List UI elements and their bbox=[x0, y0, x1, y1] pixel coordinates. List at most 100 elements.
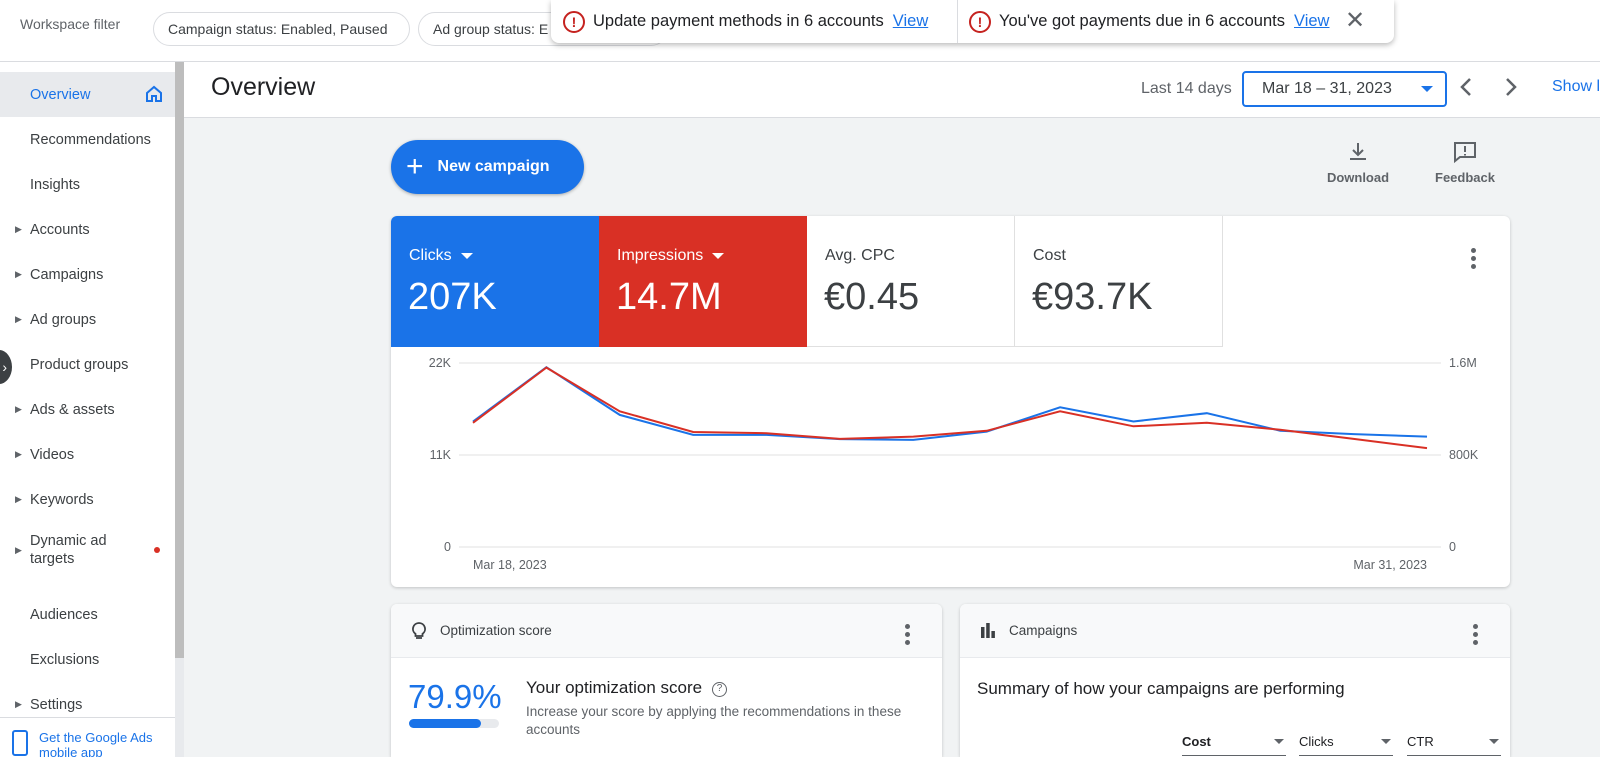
expand-caret-icon: ▶ bbox=[15, 224, 22, 234]
sidebar-item-label: Accounts bbox=[30, 221, 90, 238]
sidebar-item-label: Audiences bbox=[30, 606, 98, 623]
date-range-label: Last 14 days bbox=[1141, 80, 1232, 97]
sidebar-item-label: Ads & assets bbox=[30, 401, 115, 418]
notice-text: You've got payments due in 6 accounts bbox=[999, 12, 1285, 30]
page-header: Overview Last 14 days Mar 18 – 31, 2023 … bbox=[184, 62, 1600, 118]
sidebar-item-product-groups[interactable]: Product groups bbox=[0, 342, 175, 387]
y-right-tick-label: 800K bbox=[1449, 448, 1479, 462]
mobile-app-promo[interactable]: Get the Google Ads mobile app bbox=[0, 717, 175, 757]
close-icon[interactable]: ✕ bbox=[1344, 7, 1366, 34]
sidebar-item-label: Keywords bbox=[30, 491, 94, 508]
dropdown-arrow-icon bbox=[460, 252, 473, 259]
campaign-status-chip[interactable]: Campaign status: Enabled, Paused bbox=[153, 12, 410, 46]
series-line-impressions bbox=[472, 366, 1428, 450]
sidebar-item-recommendations[interactable]: Recommendations bbox=[0, 117, 175, 162]
metric-tile-avg-cpc[interactable]: Avg. CPC €0.45 bbox=[807, 216, 1015, 347]
mobile-download-icon bbox=[12, 730, 28, 756]
metric-select-cost[interactable]: Cost bbox=[1182, 728, 1286, 756]
metric-name: Avg. CPC bbox=[825, 247, 895, 264]
view-link[interactable]: View bbox=[892, 12, 929, 30]
sidebar-item-label: Product groups bbox=[30, 356, 129, 373]
sidebar-item-label: Recommendations bbox=[30, 131, 151, 148]
sidebar-scrollbar[interactable] bbox=[175, 62, 184, 658]
expand-caret-icon: ▶ bbox=[15, 545, 22, 555]
expand-caret-icon: ▶ bbox=[15, 449, 22, 459]
date-range-select[interactable]: Mar 18 – 31, 2023 bbox=[1242, 71, 1447, 107]
score-progress-fill bbox=[409, 719, 481, 728]
sidebar-item-label: Campaigns bbox=[30, 266, 104, 283]
notification-banner: ! Update payment methods in 6 accounts V… bbox=[551, 0, 1394, 43]
download-button[interactable]: Download bbox=[1318, 140, 1398, 185]
metric-select-ctr[interactable]: CTR bbox=[1407, 728, 1501, 756]
chevron-left-icon[interactable] bbox=[1459, 76, 1473, 104]
sidebar-item-label: Ad groups bbox=[30, 311, 97, 328]
campaigns-summary: Summary of how your campaigns are perfor… bbox=[977, 679, 1345, 698]
notice-text: Update payment methods in 6 accounts bbox=[593, 12, 884, 30]
sidebar-item-settings[interactable]: ▶ Settings bbox=[0, 682, 175, 727]
metric-value: €0.45 bbox=[824, 276, 920, 318]
sidebar-item-label: Overview bbox=[30, 86, 91, 103]
card-header: Campaigns bbox=[960, 604, 1510, 658]
performance-card: Clicks 207K Impressions 14.7M Avg. CPC €… bbox=[391, 216, 1510, 587]
metric-name: Impressions bbox=[617, 247, 704, 264]
sidebar-item-keywords[interactable]: ▶ Keywords bbox=[0, 477, 175, 522]
y-right-tick-label: 1.6M bbox=[1449, 356, 1477, 370]
metric-tile-impressions[interactable]: Impressions 14.7M bbox=[599, 216, 807, 347]
sidebar-item-label: Dynamic ad targets bbox=[30, 533, 107, 567]
sidebar-item-dynamic-ad-targets[interactable]: ▶ Dynamic ad targets bbox=[0, 522, 175, 578]
sidebar-item-ad-groups[interactable]: ▶ Ad groups bbox=[0, 297, 175, 342]
divider bbox=[957, 0, 958, 43]
sidebar-item-insights[interactable]: Insights bbox=[0, 162, 175, 207]
sidebar-item-label: Exclusions bbox=[30, 651, 100, 668]
show-link[interactable]: Show l bbox=[1552, 78, 1600, 95]
y-left-tick-label: 0 bbox=[444, 540, 451, 554]
lightbulb-icon bbox=[412, 622, 426, 639]
metric-value: €93.7K bbox=[1032, 276, 1153, 318]
y-left-tick-label: 11K bbox=[430, 448, 452, 462]
metric-tile-cost[interactable]: Cost €93.7K bbox=[1015, 216, 1223, 347]
mobile-app-link[interactable]: Get the Google Ads mobile app bbox=[39, 730, 153, 757]
performance-line-chart: 0 11K 22K 0 800K 1.6M Mar 18, 2023 Mar 31, 2023 bbox=[429, 356, 1479, 572]
metric-value: 14.7M bbox=[616, 276, 722, 318]
download-icon bbox=[1350, 143, 1366, 160]
more-options-icon[interactable] bbox=[1472, 624, 1478, 648]
campaigns-card: Campaigns Summary of how your campaigns … bbox=[960, 604, 1510, 757]
select-value: Clicks bbox=[1299, 734, 1334, 749]
new-campaign-button[interactable]: + New campaign bbox=[391, 140, 584, 194]
dropdown-arrow-icon bbox=[712, 252, 725, 259]
sidebar-item-campaigns[interactable]: ▶ Campaigns bbox=[0, 252, 175, 297]
home-icon bbox=[146, 85, 162, 102]
more-options-icon[interactable] bbox=[1470, 248, 1476, 272]
sidebar-item-audiences[interactable]: Audiences bbox=[0, 592, 175, 637]
metric-tile-clicks[interactable]: Clicks 207K bbox=[391, 216, 599, 347]
sidebar-item-ads-assets[interactable]: ▶ Ads & assets bbox=[0, 387, 175, 432]
feedback-label: Feedback bbox=[1435, 170, 1495, 185]
help-icon[interactable]: ? bbox=[712, 682, 728, 697]
workspace-filter-label: Workspace filter bbox=[20, 16, 121, 32]
feedback-button[interactable]: Feedback bbox=[1425, 140, 1505, 185]
expand-caret-icon: ▶ bbox=[15, 699, 22, 709]
expand-sidebar-icon[interactable]: › bbox=[0, 350, 12, 384]
sidebar-item-label: Insights bbox=[30, 176, 80, 193]
chevron-right-icon[interactable] bbox=[1504, 76, 1518, 104]
plus-icon: + bbox=[406, 150, 424, 183]
metric-value: 207K bbox=[408, 276, 497, 318]
x-tick-label: Mar 18, 2023 bbox=[473, 558, 547, 572]
sidebar-item-accounts[interactable]: ▶ Accounts bbox=[0, 207, 175, 252]
expand-caret-icon: ▶ bbox=[15, 314, 22, 324]
dropdown-arrow-icon bbox=[1381, 739, 1391, 744]
sidebar-item-videos[interactable]: ▶ Videos bbox=[0, 432, 175, 477]
error-icon: ! bbox=[563, 10, 585, 33]
metric-select-clicks[interactable]: Clicks bbox=[1299, 728, 1393, 756]
expand-caret-icon: ▶ bbox=[15, 269, 22, 279]
dropdown-arrow-icon bbox=[1421, 86, 1433, 92]
score-heading: Your optimization score bbox=[526, 678, 703, 697]
sidebar-item-exclusions[interactable]: Exclusions bbox=[0, 637, 175, 682]
payments-due-notice: ! You've got payments due in 6 accounts … bbox=[969, 6, 1329, 37]
card-header: Optimization score bbox=[391, 604, 942, 658]
more-options-icon[interactable] bbox=[904, 624, 910, 648]
sidebar-item-overview[interactable]: Overview bbox=[0, 72, 175, 117]
view-link[interactable]: View bbox=[1294, 12, 1330, 30]
x-tick-label: Mar 31, 2023 bbox=[1353, 558, 1427, 572]
y-left-tick-label: 22K bbox=[429, 356, 452, 370]
